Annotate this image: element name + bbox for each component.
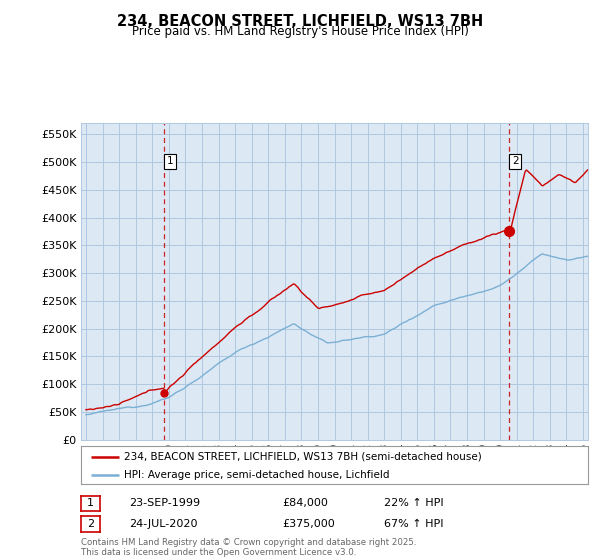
Text: 1: 1 [87,498,94,508]
Text: 67% ↑ HPI: 67% ↑ HPI [384,519,443,529]
Text: £375,000: £375,000 [282,519,335,529]
Text: £84,000: £84,000 [282,498,328,508]
Text: 22% ↑ HPI: 22% ↑ HPI [384,498,443,508]
Text: 24-JUL-2020: 24-JUL-2020 [129,519,197,529]
Text: 1: 1 [167,156,173,166]
Text: 234, BEACON STREET, LICHFIELD, WS13 7BH: 234, BEACON STREET, LICHFIELD, WS13 7BH [117,14,483,29]
Text: HPI: Average price, semi-detached house, Lichfield: HPI: Average price, semi-detached house,… [124,470,389,480]
Text: Contains HM Land Registry data © Crown copyright and database right 2025.
This d: Contains HM Land Registry data © Crown c… [81,538,416,557]
Text: 2: 2 [512,156,518,166]
Text: 234, BEACON STREET, LICHFIELD, WS13 7BH (semi-detached house): 234, BEACON STREET, LICHFIELD, WS13 7BH … [124,452,482,462]
Text: 23-SEP-1999: 23-SEP-1999 [129,498,200,508]
Text: Price paid vs. HM Land Registry's House Price Index (HPI): Price paid vs. HM Land Registry's House … [131,25,469,38]
Text: 2: 2 [87,519,94,529]
